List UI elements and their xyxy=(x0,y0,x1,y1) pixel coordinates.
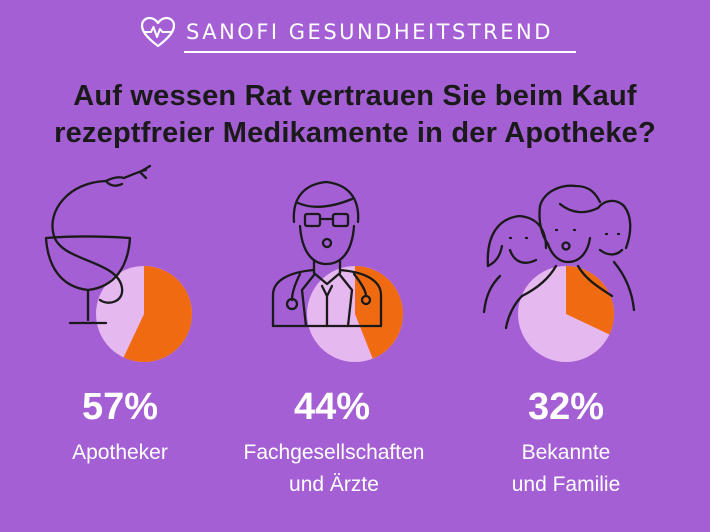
brand-underline xyxy=(184,51,576,53)
pie-group xyxy=(96,265,614,362)
category-label-line-2: und Familie xyxy=(511,473,621,496)
doctor-icon xyxy=(271,180,383,328)
category-label-line-1: Apotheker xyxy=(72,441,168,464)
pie-slice-0 xyxy=(123,265,193,362)
page-title: Auf wessen Rat vertrauen Sie beim Kauf r… xyxy=(40,78,670,152)
category-label-aerzte: Fachgesellschaften und Ärzte xyxy=(204,437,464,501)
category-label-line-1: Fachgesellschaften xyxy=(243,441,425,464)
family-people-icon xyxy=(482,184,636,330)
title-line-2: rezeptfreier Medikamente in der Apotheke… xyxy=(54,117,656,149)
category-label-line-2: und Ärzte xyxy=(289,473,379,496)
category-label-familie: Bekannte und Familie xyxy=(436,437,696,501)
pie-slice-2 xyxy=(566,266,614,335)
value-label-apotheker: 57% xyxy=(81,386,159,428)
brand-header: SANOFI GESUNDHEITSTREND xyxy=(140,14,576,54)
category-label-apotheker: Apotheker xyxy=(0,437,250,469)
heart-pulse-icon xyxy=(140,16,176,48)
bowl-of-hygieia-icon xyxy=(44,164,152,325)
value-label-aerzte: 44% xyxy=(293,386,371,428)
brand-name: SANOFI GESUNDHEITSTREND xyxy=(186,20,553,44)
title-line-1: Auf wessen Rat vertrauen Sie beim Kauf xyxy=(73,80,637,112)
pie-slice-1 xyxy=(355,266,404,359)
value-label-familie: 32% xyxy=(527,386,605,428)
category-label-line-1: Bekannte xyxy=(521,441,611,464)
face-details xyxy=(508,228,621,240)
